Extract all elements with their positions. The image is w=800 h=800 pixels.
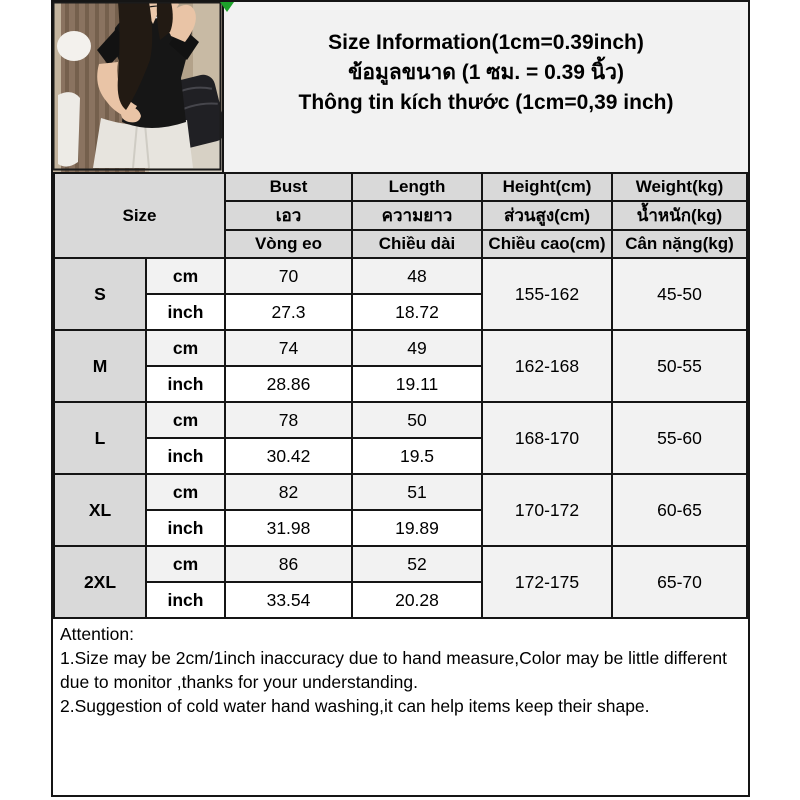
table-row-2xl-cm: 2XL cm 86 52 172-175 65-70: [53, 545, 748, 619]
col-header-length-vi: Chiều dài: [351, 229, 483, 259]
length-cm-value: 49: [351, 329, 483, 367]
weight-range-value: 60-65: [611, 473, 748, 547]
col-header-bust-th: เอว: [224, 200, 353, 231]
title-line-vi: Thông tin kích thước (1cm=0,39 inch): [298, 91, 674, 114]
height-range-value: 162-168: [481, 329, 613, 403]
col-header-weight-vi: Cân nặng(kg): [611, 229, 748, 259]
col-header-weight-en: Weight(kg): [611, 172, 748, 202]
size-chart-sheet: Size Information(1cm=0.39inch) ข้อมูลขนา…: [51, 0, 750, 797]
title-line-en: Size Information(1cm=0.39inch): [328, 31, 644, 54]
col-header-bust-en: Bust: [224, 172, 353, 202]
table-row-l-inch: inch 30.42 19.5: [54, 437, 747, 475]
bust-cm-value: 78: [224, 401, 353, 439]
size-label: L: [53, 401, 147, 475]
length-inch-value: 18.72: [351, 293, 483, 331]
title-line-th: ข้อมูลขนาด (1 ซม. = 0.39 นิ้ว): [348, 61, 624, 84]
hanging-cloth: [58, 92, 80, 167]
weight-range-value: 50-55: [611, 329, 748, 403]
col-header-height-en: Height(cm): [481, 172, 613, 202]
height-range-value: 168-170: [481, 401, 613, 475]
unit-label-inch: inch: [145, 437, 226, 475]
header-row-en: Size Bust Length Height(cm) Weight(kg): [53, 172, 748, 259]
length-inch-value: 19.89: [351, 509, 483, 547]
height-range-value: 170-172: [481, 473, 613, 547]
length-cm-value: 52: [351, 545, 483, 583]
bust-inch-value: 27.3: [224, 293, 353, 331]
size-table: Size Bust Length Height(cm) Weight(kg) เ…: [53, 172, 748, 619]
bust-cm-value: 82: [224, 473, 353, 511]
bust-cm-value: 70: [224, 257, 353, 295]
product-photo-illustration: [53, 2, 222, 172]
col-header-height-th: ส่วนสูง(cm): [481, 200, 613, 231]
green-corner-marker-icon: [220, 2, 234, 12]
bust-cm-value: 74: [224, 329, 353, 367]
length-inch-value: 20.28: [351, 581, 483, 619]
length-inch-value: 19.11: [351, 365, 483, 403]
unit-label-inch: inch: [145, 365, 226, 403]
weight-range-value: 65-70: [611, 545, 748, 619]
unit-label-cm: cm: [145, 257, 226, 295]
size-label: 2XL: [53, 545, 147, 619]
bust-inch-value: 33.54: [224, 581, 353, 619]
table-row-m-cm: M cm 74 49 162-168 50-55: [53, 329, 748, 403]
table-row-m-inch: inch 28.86 19.11: [54, 365, 747, 403]
top-section: Size Information(1cm=0.39inch) ข้อมูลขนา…: [53, 2, 748, 172]
length-cm-value: 48: [351, 257, 483, 295]
unit-label-cm: cm: [145, 401, 226, 439]
unit-label-inch: inch: [145, 509, 226, 547]
size-label: XL: [53, 473, 147, 547]
size-label: M: [53, 329, 147, 403]
size-label: S: [53, 257, 147, 331]
unit-label-inch: inch: [145, 581, 226, 619]
table-row-s-inch: inch 27.3 18.72: [54, 293, 747, 331]
col-header-length-en: Length: [351, 172, 483, 202]
height-range-value: 172-175: [481, 545, 613, 619]
bust-inch-value: 28.86: [224, 365, 353, 403]
table-row-xl-inch: inch 31.98 19.89: [54, 509, 747, 547]
col-header-bust-vi: Vòng eo: [224, 229, 353, 259]
title-block: Size Information(1cm=0.39inch) ข้อมูลขนา…: [224, 2, 748, 172]
attention-note: Attention: 1.Size may be 2cm/1inch inacc…: [53, 619, 748, 721]
length-cm-value: 51: [351, 473, 483, 511]
header-row-th: เอว ความยาว ส่วนสูง(cm) น้ำหนัก(kg): [54, 200, 748, 231]
size-corner-label: Size: [53, 172, 226, 259]
col-header-height-vi: Chiều cao(cm): [481, 229, 613, 259]
attention-line-2: 2.Suggestion of cold water hand washing,…: [60, 696, 650, 716]
unit-label-cm: cm: [145, 329, 226, 367]
table-row-xl-cm: XL cm 82 51 170-172 60-65: [53, 473, 748, 547]
length-cm-value: 50: [351, 401, 483, 439]
col-header-weight-th: น้ำหนัก(kg): [611, 200, 748, 231]
height-range-value: 155-162: [481, 257, 613, 331]
weight-range-value: 45-50: [611, 257, 748, 331]
table-row-2xl-inch: inch 33.54 20.28: [54, 581, 747, 619]
header-row-vi: Vòng eo Chiều dài Chiều cao(cm) Cân nặng…: [54, 229, 748, 259]
unit-label-cm: cm: [145, 473, 226, 511]
length-inch-value: 19.5: [351, 437, 483, 475]
bust-inch-value: 31.98: [224, 509, 353, 547]
white-hat: [57, 31, 91, 61]
col-header-length-th: ความยาว: [351, 200, 483, 231]
unit-label-inch: inch: [145, 293, 226, 331]
model-figure: [93, 2, 199, 169]
attention-heading: Attention:: [60, 624, 134, 644]
table-row-l-cm: L cm 78 50 168-170 55-60: [53, 401, 748, 475]
unit-label-cm: cm: [145, 545, 226, 583]
weight-range-value: 55-60: [611, 401, 748, 475]
bust-cm-value: 86: [224, 545, 353, 583]
attention-line-1: 1.Size may be 2cm/1inch inaccuracy due t…: [60, 648, 727, 692]
bust-inch-value: 30.42: [224, 437, 353, 475]
table-row-s-cm: S cm 70 48 155-162 45-50: [53, 257, 748, 331]
product-photo: [53, 2, 224, 172]
